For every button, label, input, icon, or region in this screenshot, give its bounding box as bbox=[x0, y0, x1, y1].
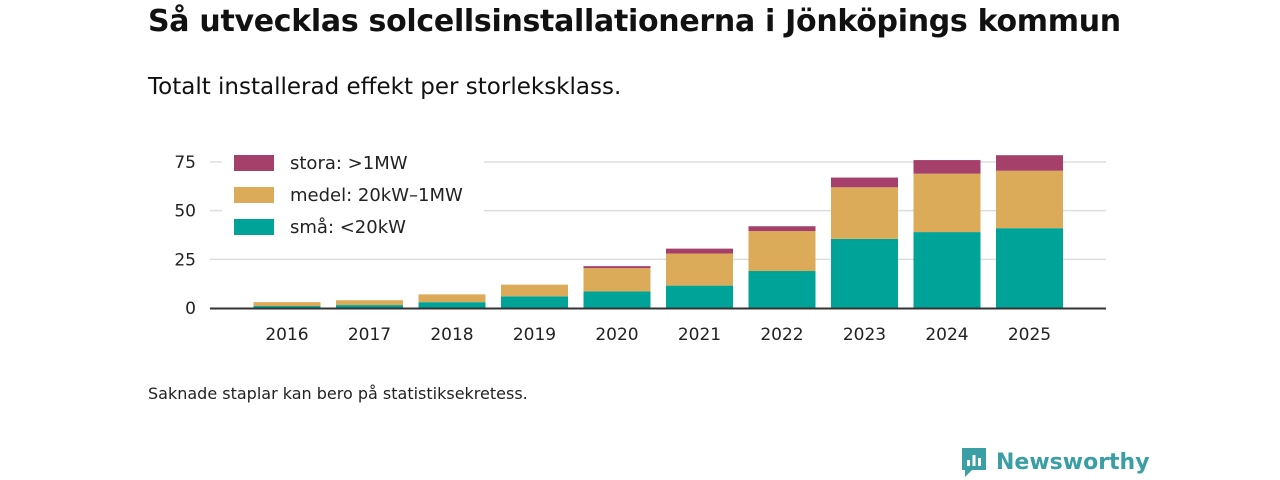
y-tick-label: 50 bbox=[174, 202, 196, 222]
bar-segment bbox=[666, 253, 733, 286]
x-tick-label: 2016 bbox=[265, 325, 308, 345]
brand-name: Newsworthy bbox=[996, 449, 1150, 475]
bar-segment bbox=[666, 285, 733, 308]
bar-segment bbox=[336, 300, 403, 306]
bar-segment bbox=[831, 238, 898, 308]
x-tick-label: 2017 bbox=[348, 325, 391, 345]
bar-segment bbox=[418, 302, 486, 308]
bar-segment bbox=[913, 232, 981, 308]
bar-segment bbox=[748, 226, 816, 232]
x-tick-label: 2022 bbox=[760, 325, 803, 345]
y-tick-label: 0 bbox=[185, 299, 196, 319]
legend: stora: >1MW medel: 20kW–1MW små: <20kW bbox=[222, 148, 484, 240]
bar-segment bbox=[748, 231, 816, 272]
x-tick-label: 2021 bbox=[678, 325, 721, 345]
x-tick-label: 2019 bbox=[513, 325, 556, 345]
x-tick-label: 2024 bbox=[925, 325, 968, 345]
bar-segment bbox=[748, 271, 816, 308]
legend-label: stora: >1MW bbox=[290, 153, 408, 174]
bar-segment bbox=[913, 173, 981, 233]
bar-segment bbox=[913, 160, 981, 174]
bar-segment bbox=[996, 170, 1063, 229]
legend-label: medel: 20kW–1MW bbox=[290, 185, 463, 206]
x-tick-label: 2018 bbox=[430, 325, 473, 345]
bar-segment bbox=[666, 248, 733, 254]
bar-segment bbox=[996, 228, 1063, 308]
chart-title: Så utvecklas solcellsinstallationerna i … bbox=[148, 4, 1121, 39]
x-tick-label: 2025 bbox=[1008, 325, 1051, 345]
axes: 0 25 50 75 2016 2017 2018 2019 2020 2021 2022 2023 2… bbox=[174, 153, 1106, 345]
bar-segment bbox=[583, 291, 651, 308]
bar-segment bbox=[336, 305, 403, 308]
stacked-bar-chart: 0 25 50 75 2016 2017 2018 2019 2020 2021 2022 2023 2… bbox=[174, 148, 1106, 345]
bar-segment bbox=[831, 187, 898, 239]
bar-segment bbox=[996, 155, 1063, 171]
brand-logo[interactable]: Newsworthy bbox=[960, 446, 1150, 478]
bars bbox=[253, 155, 1063, 308]
bar-segment bbox=[253, 306, 321, 308]
bar-segment bbox=[418, 294, 486, 303]
bar-segment bbox=[583, 266, 651, 269]
y-tick-label: 25 bbox=[174, 250, 196, 270]
x-tick-label: 2020 bbox=[595, 325, 638, 345]
bar-segment bbox=[831, 177, 898, 188]
footnote: Saknade staplar kan bero på statistiksek… bbox=[148, 384, 528, 403]
y-tick-label: 75 bbox=[174, 153, 196, 173]
legend-label: små: <20kW bbox=[290, 217, 406, 238]
legend-swatch bbox=[234, 155, 274, 171]
bar-segment bbox=[501, 296, 568, 308]
bar-segment bbox=[253, 302, 321, 307]
bar-segment bbox=[583, 268, 651, 292]
legend-swatch bbox=[234, 219, 274, 235]
x-tick-label: 2023 bbox=[843, 325, 886, 345]
chart-subtitle: Totalt installerad effekt per storlekskl… bbox=[148, 74, 622, 100]
legend-swatch bbox=[234, 187, 274, 203]
bar-segment bbox=[501, 284, 568, 297]
newsworthy-logo-icon bbox=[962, 448, 986, 477]
